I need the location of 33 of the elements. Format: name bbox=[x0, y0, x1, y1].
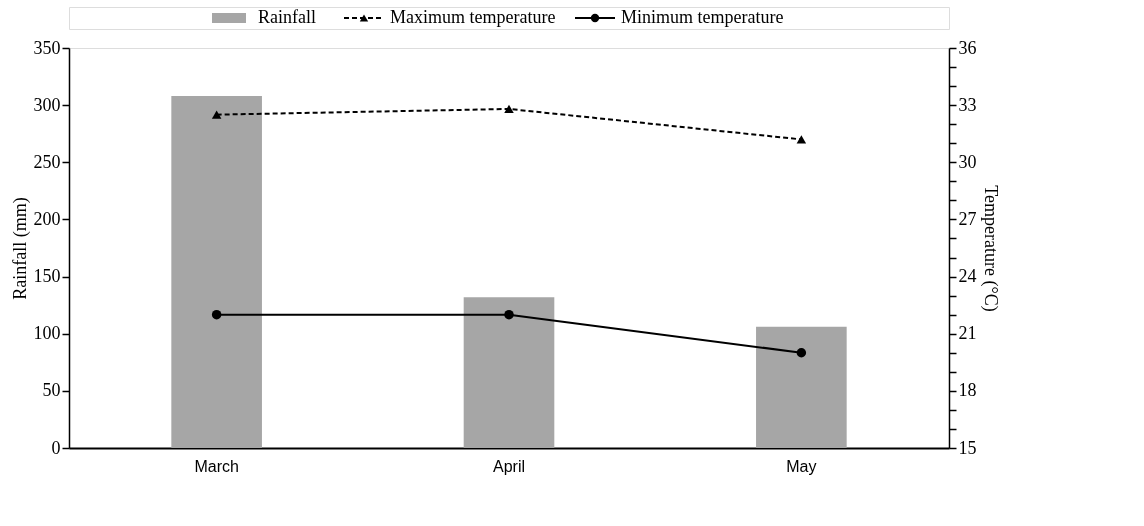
y-tick-label: 250 bbox=[33, 151, 61, 172]
point bbox=[504, 104, 514, 114]
y2-tick-label: 15 bbox=[958, 437, 977, 458]
x-tick-label: March bbox=[194, 457, 239, 475]
y2-tick-label: 21 bbox=[958, 323, 977, 344]
y-tick-label: 350 bbox=[33, 37, 61, 58]
y2-tick-label: 33 bbox=[958, 94, 977, 115]
legend-label: Minimum temperature bbox=[621, 7, 784, 27]
bar bbox=[171, 96, 262, 448]
y-axis-title: Rainfall (mm) bbox=[9, 197, 31, 300]
y2-tick-label: 27 bbox=[958, 208, 977, 229]
y-tick-label: 300 bbox=[33, 94, 61, 115]
y-tick-label: 50 bbox=[42, 380, 61, 401]
y-tick-label: 0 bbox=[51, 437, 61, 458]
y2-tick-label: 36 bbox=[958, 37, 977, 58]
y-tick-label: 100 bbox=[33, 323, 61, 344]
point bbox=[504, 309, 514, 320]
legend-label: Rainfall bbox=[258, 7, 316, 27]
y2-axis-title: Temperature (°C) bbox=[979, 185, 1001, 312]
y-tick-label: 150 bbox=[33, 266, 61, 287]
y-tick-label: 200 bbox=[33, 208, 61, 229]
point bbox=[796, 135, 807, 144]
point bbox=[796, 348, 807, 358]
x-tick-label: May bbox=[786, 457, 817, 475]
bar bbox=[463, 297, 555, 448]
y2-tick-label: 30 bbox=[958, 151, 977, 172]
y2-tick-label: 24 bbox=[958, 266, 977, 287]
legend-label: Maximum temperature bbox=[390, 7, 556, 27]
bar bbox=[756, 326, 847, 448]
x-tick-label: April bbox=[492, 457, 526, 475]
point bbox=[211, 110, 222, 119]
y2-tick-label: 18 bbox=[958, 380, 977, 401]
point bbox=[211, 309, 222, 320]
